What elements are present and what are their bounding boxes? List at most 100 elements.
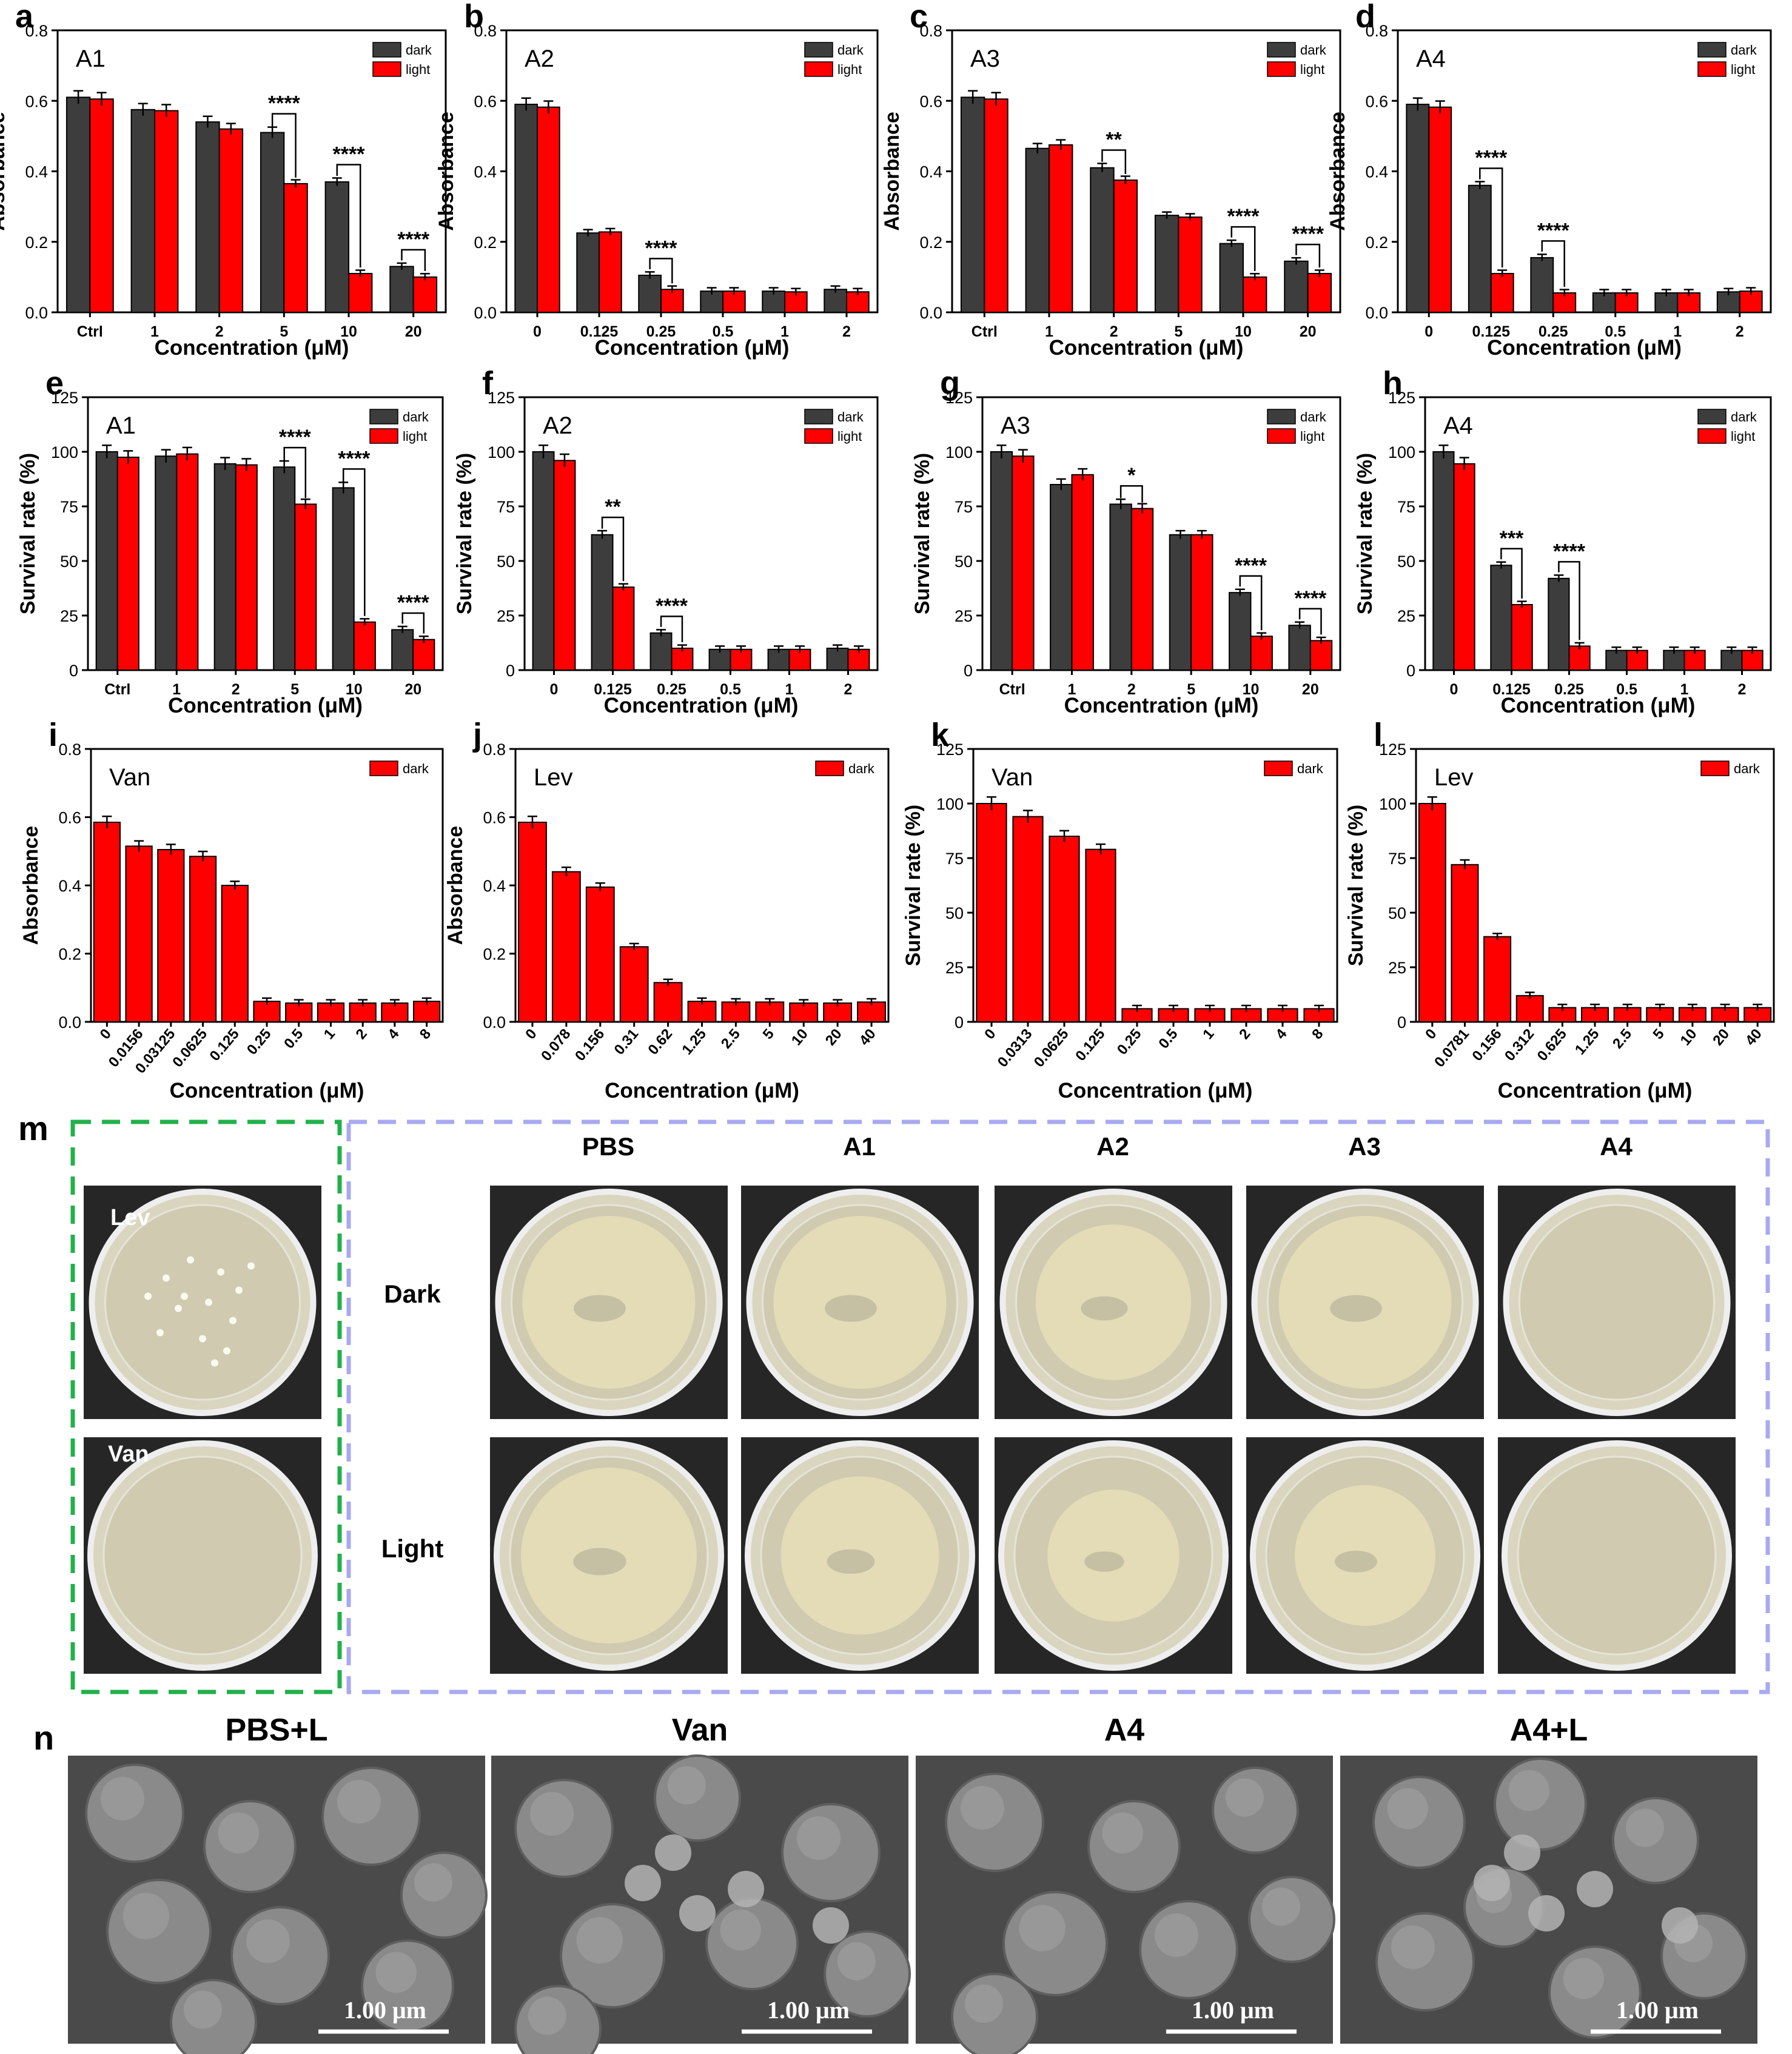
inset-label: A3	[970, 45, 1000, 72]
legend-swatch	[1697, 61, 1727, 77]
legend-swatch	[372, 42, 401, 58]
panel-letter-l: l	[1374, 717, 1383, 753]
sem-title: Van	[672, 1713, 728, 1748]
bar	[1243, 276, 1267, 313]
colony	[199, 1335, 206, 1343]
x-tick-label: 0.125	[1492, 681, 1531, 698]
debris	[679, 1895, 716, 1931]
y-tick-label: 25	[497, 607, 515, 625]
x-tick-label: 0	[550, 681, 559, 698]
cell-highlight	[965, 1984, 1003, 2023]
legend-label: light	[837, 429, 862, 444]
y-tick-label: 0.6	[25, 92, 48, 110]
legend-swatch	[372, 61, 401, 77]
legend-swatch	[1697, 409, 1727, 425]
debris	[1577, 1871, 1613, 1907]
legend-label: dark	[1297, 761, 1324, 776]
legend-label: dark	[1734, 761, 1760, 776]
scale-bar-label: 1.00 μm	[1192, 1996, 1274, 2024]
x-tick-label: 0.125	[207, 1026, 243, 1064]
bar	[551, 871, 581, 1022]
y-tick-label: 125	[945, 389, 973, 407]
y-tick-label: 0.2	[483, 945, 506, 964]
plot-frame	[1424, 396, 1772, 671]
cell-highlight	[668, 1766, 706, 1805]
cell-highlight	[1626, 1808, 1664, 1847]
x-axis-label: Concentration (μM)	[168, 694, 363, 717]
bar	[93, 821, 121, 1022]
significance-bracket	[283, 446, 307, 498]
y-tick-label: 0.4	[474, 163, 497, 181]
x-tick-label: 0.0781	[1431, 1026, 1472, 1071]
bar	[65, 96, 91, 313]
y-tick-label: 25	[60, 607, 78, 625]
x-tick-label: 0.0313	[995, 1026, 1036, 1071]
sem-title: A4	[1104, 1713, 1145, 1748]
y-tick-label: 0	[506, 662, 515, 680]
bar	[653, 982, 683, 1022]
x-tick-label: 8	[1309, 1026, 1326, 1043]
column-label: A2	[1096, 1132, 1129, 1161]
panel-letter-d: d	[1355, 0, 1375, 35]
y-tick-label: 25	[945, 959, 964, 977]
significance-marker: ****	[1292, 223, 1324, 246]
plate-dark-A1	[741, 1186, 979, 1419]
legend-label: dark	[1731, 409, 1757, 425]
inset-label: Van	[109, 764, 150, 791]
bar	[157, 848, 185, 1022]
bar	[1490, 273, 1514, 313]
bar	[1012, 455, 1035, 671]
agar	[1517, 1455, 1717, 1656]
row-label-dark: Dark	[384, 1280, 441, 1308]
legend-label: light	[837, 62, 862, 77]
x-tick-label: 0.125	[580, 323, 619, 340]
y-tick-label: 0.8	[919, 22, 942, 40]
bar	[221, 885, 249, 1022]
bar	[1307, 273, 1332, 313]
x-tick-label: 20	[404, 681, 421, 698]
significance-marker: ****	[1537, 219, 1570, 242]
significance-bracket	[401, 249, 426, 271]
inset-label: Lev	[1434, 764, 1474, 791]
x-tick-label: 20	[822, 1026, 845, 1049]
x-tick-label: 0.625	[1534, 1026, 1570, 1064]
bar	[1049, 144, 1073, 313]
cell-highlight	[1387, 1788, 1428, 1830]
x-tick-label: 0.078	[538, 1026, 574, 1064]
y-tick-label: 0.6	[919, 92, 942, 110]
bar	[762, 290, 786, 313]
y-tick-label: 125	[1379, 740, 1406, 759]
row-label-light: Light	[381, 1534, 444, 1563]
sem-image-3: 1.00 μm	[916, 1756, 1335, 2054]
significance-marker: ****	[338, 447, 371, 470]
chart-f: f 0 25 50 75 100 125 Survival rate (%) 0 0.125 0.2…	[453, 365, 879, 717]
agar	[102, 1455, 303, 1656]
y-tick-label: 125	[1388, 389, 1415, 407]
legend-label: light	[1300, 429, 1324, 444]
bar	[260, 132, 285, 313]
x-tick-label: 0.0625	[1031, 1026, 1072, 1071]
cell-highlight	[1155, 1913, 1198, 1957]
y-tick-label: 0	[69, 662, 78, 680]
cell-highlight	[246, 1919, 290, 1963]
x-tick-label: 0.0625	[169, 1026, 210, 1071]
significance-bracket	[342, 468, 366, 616]
chart-c: c 0.0 0.2 0.4 0.6 0.8 Absorbance Ctrl 1 2 5 10 20 Con…	[881, 0, 1341, 360]
bar	[553, 460, 576, 671]
bar	[1219, 243, 1244, 313]
colony	[229, 1317, 237, 1324]
y-tick-label: 0.8	[483, 740, 506, 759]
cell-highlight	[1019, 1905, 1065, 1952]
y-tick-label: 0.8	[25, 22, 48, 40]
scale-bar-label: 1.00 μm	[767, 1996, 850, 2024]
panel-n: n 1.00 μm PBS+L 1.00 μm Van 1.00 μm A4 1.00 μm A…	[33, 1713, 1757, 2054]
inset-label: A3	[1001, 412, 1030, 439]
inset-label: Lev	[534, 764, 573, 791]
y-axis-label: Survival rate (%)	[453, 453, 476, 614]
x-tick-label: 1	[1068, 681, 1076, 698]
x-axis-label: Concentration (μM)	[170, 1079, 364, 1103]
x-tick-label: 0.5	[1616, 681, 1637, 698]
significance-marker: ***	[1500, 527, 1524, 550]
y-axis-label: Survival rate (%)	[902, 805, 925, 966]
x-tick-label: 0.156	[1469, 1026, 1505, 1064]
